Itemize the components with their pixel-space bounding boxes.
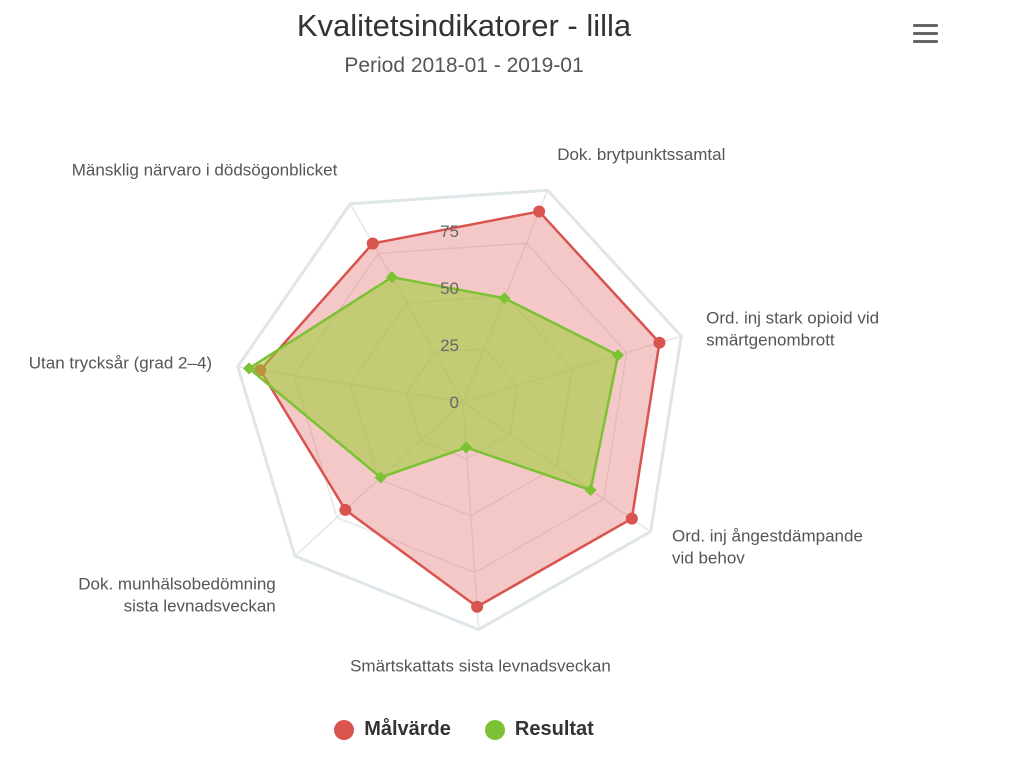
axis-label: Ord. inj stark opioid vid	[706, 309, 879, 328]
chart-title: Kvalitetsindikatorer - lilla	[296, 8, 632, 43]
legend-marker-malvarde	[334, 719, 355, 740]
axis-label: smärtgenombrott	[706, 331, 835, 350]
radar-ticks: 0 25 50 75	[440, 222, 459, 412]
axis-label: Smärtskattats sista levnadsveckan	[350, 656, 611, 675]
series-line-0	[258, 210, 661, 609]
axis-label: sista levnadsveckan	[124, 597, 276, 616]
radar-series	[243, 205, 666, 613]
tick-label: 75	[440, 222, 459, 241]
data-point	[385, 271, 398, 284]
data-point	[366, 237, 379, 250]
grid-ring-100	[236, 188, 683, 632]
data-point	[471, 600, 484, 613]
legend-item-malvarde[interactable]: Målvärde	[334, 718, 451, 741]
axis-label: Dok. brytpunktssamtal	[557, 145, 725, 164]
axis-label: Dok. munhälsobedömning	[78, 575, 276, 594]
chart-legend: Målvärde Resultat	[0, 718, 928, 741]
legend-marker-resultat	[484, 719, 505, 740]
axis-label: Mänsklig närvaro i dödsögonblicket	[72, 160, 338, 179]
chart-subtitle: Period 2018-01 - 2019-01	[344, 54, 584, 77]
data-point	[653, 336, 666, 349]
data-point	[533, 205, 546, 218]
grid-ring-75	[293, 242, 628, 574]
axis-label: Utan trycksår (grad 2–4)	[29, 354, 212, 373]
tick-label: 25	[440, 336, 459, 355]
legend-item-resultat[interactable]: Resultat	[484, 718, 594, 741]
data-point	[625, 512, 638, 525]
data-point	[460, 441, 473, 454]
series-area-1	[249, 277, 618, 491]
legend-label-resultat: Resultat	[514, 718, 594, 740]
series-line-1	[246, 275, 620, 492]
data-point	[498, 292, 511, 305]
data-point	[339, 503, 352, 516]
radar-chart: 0 25 50 75 Dok. brytpunktssamtal Ord. inj st…	[29, 145, 879, 675]
legend-label-malvarde: Målvärde	[364, 718, 451, 740]
data-point	[611, 349, 624, 362]
tick-label: 50	[440, 279, 459, 298]
radar-axis-labels: Dok. brytpunktssamtal Ord. inj stark opio…	[29, 145, 879, 675]
data-point	[243, 362, 256, 375]
tick-label: 0	[450, 393, 459, 412]
data-point	[374, 471, 387, 484]
hamburger-menu-icon[interactable]	[904, 18, 946, 50]
data-point	[584, 484, 597, 497]
axis-label: Ord. inj ångestdämpande	[672, 526, 863, 545]
axis-label: vid behov	[672, 548, 745, 567]
